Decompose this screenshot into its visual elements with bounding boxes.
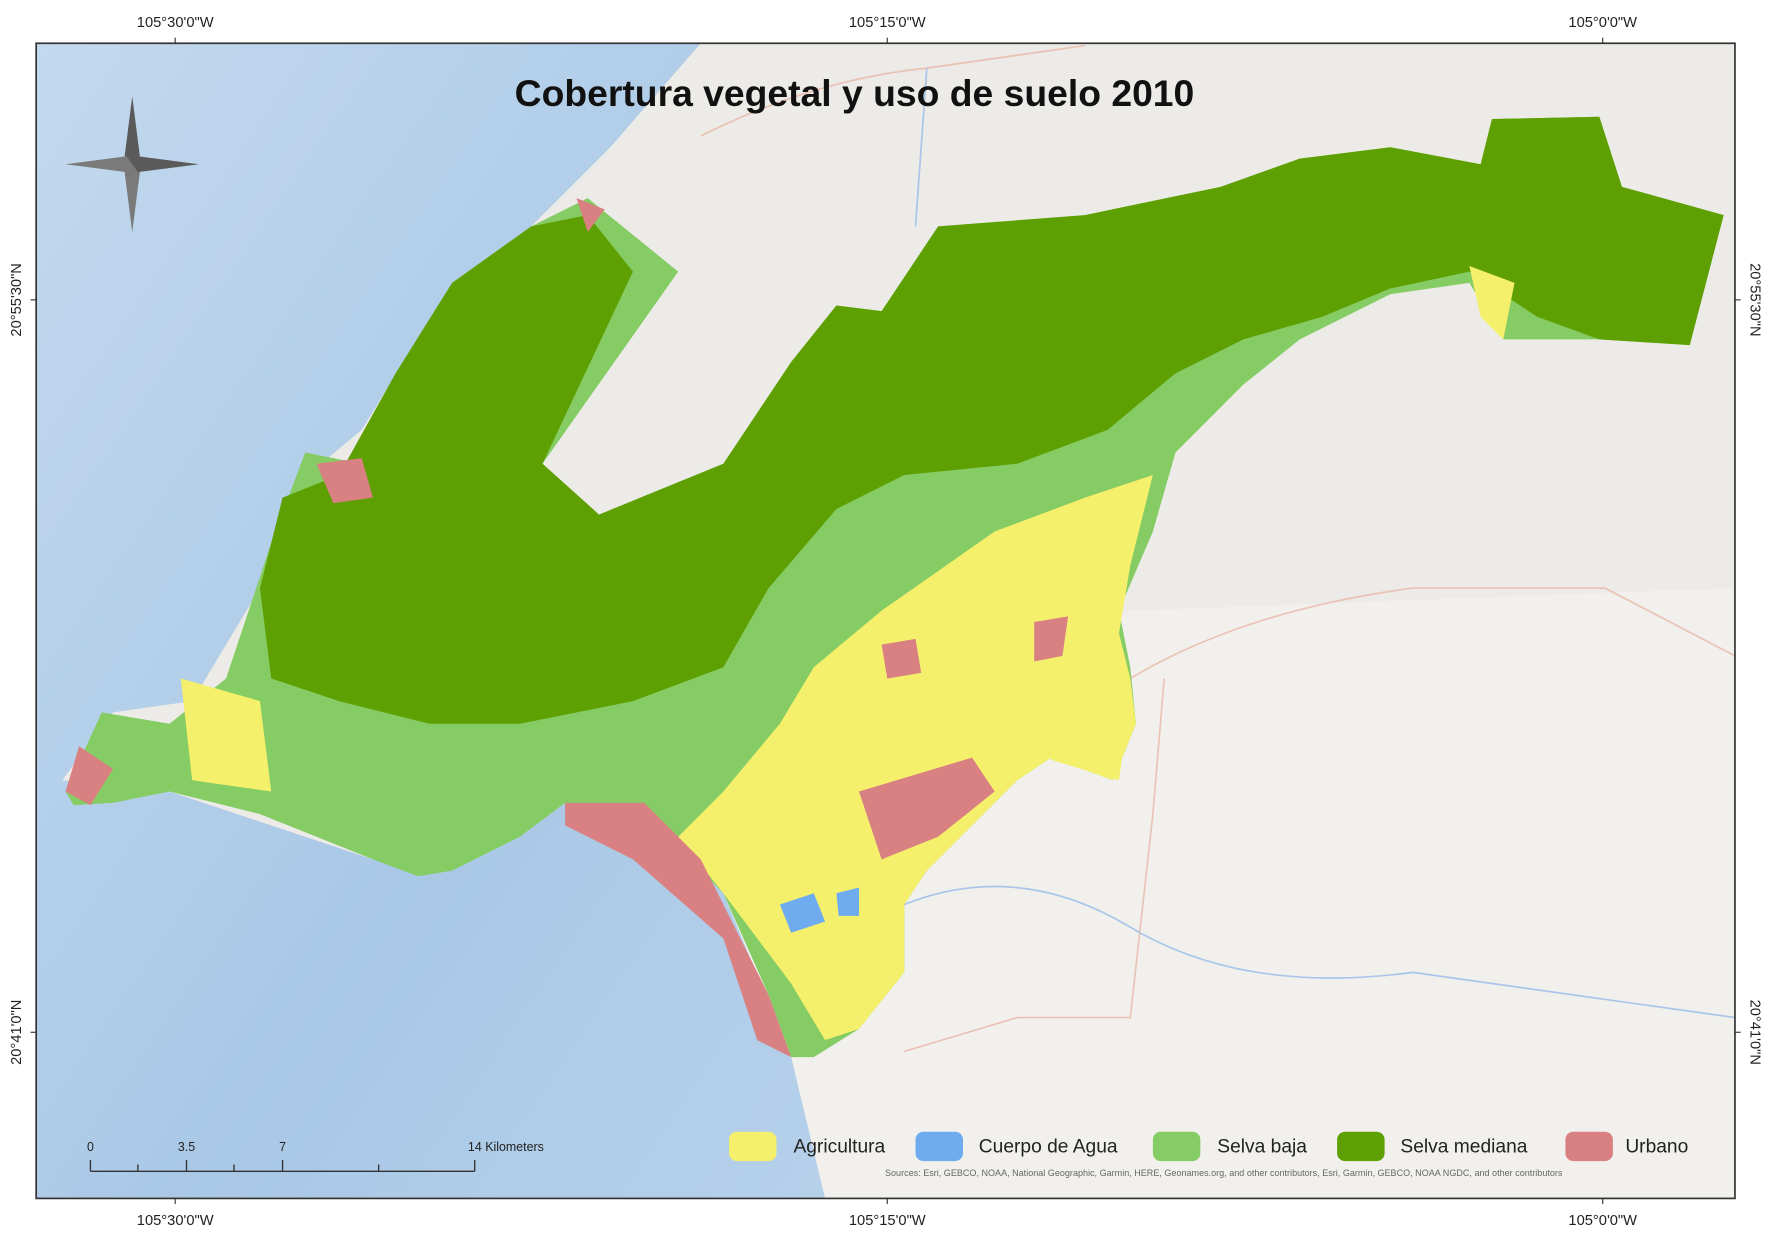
sources: Sources: Esri, GEBCO, NOAA, National Geo… (885, 1167, 1563, 1179)
legend-swatch (1337, 1131, 1385, 1162)
scale-label: 14 Kilometers (468, 1140, 544, 1154)
scale-bar (89, 1159, 476, 1172)
agricultura-area (678, 475, 1153, 1041)
coord-label: 105°15'0"W (849, 1213, 926, 1229)
legend-swatch (1565, 1131, 1613, 1162)
urbano-patch (65, 746, 114, 806)
agricultura-patch (1051, 678, 1131, 781)
coord-label: 105°15'0"W (849, 15, 926, 31)
coord-label: 105°0'0"W (1568, 1213, 1637, 1229)
agricultura-patch (1469, 265, 1515, 340)
urbano-patch (881, 638, 922, 679)
sea (36, 43, 826, 1199)
coord-label: 20°41'0"N (1746, 1000, 1762, 1065)
urbano-patch (316, 458, 373, 504)
north-arrow (65, 96, 199, 233)
scale-label: 0 (87, 1140, 94, 1154)
urbano-patch (576, 198, 605, 233)
coord-label: 105°30'0"W (137, 1213, 214, 1229)
selva-mediana-area (259, 116, 1724, 724)
sources-box: Sources: Esri, GEBCO, NOAA, National Geo… (885, 1167, 1563, 1179)
map-title: Cobertura vegetal y uso de suelo 2010 (515, 72, 1195, 114)
scale-label: 3.5 (178, 1140, 195, 1154)
scale-label: 7 (279, 1140, 286, 1154)
coord-label: 20°55'30"N (9, 263, 25, 337)
legend: Agricultura Cuerpo de Agua Selva baja Selva… (729, 1131, 1688, 1162)
agricultura-patch (180, 678, 272, 792)
legend-label: Cuerpo de Agua (979, 1137, 1118, 1158)
rivers (903, 68, 1736, 1019)
urbano-patch (565, 802, 792, 1058)
coord-label: 105°0'0"W (1568, 15, 1637, 31)
legend-label: Urbano (1625, 1137, 1688, 1158)
agua-patch (836, 887, 860, 916)
legend-swatch (915, 1131, 963, 1162)
roads (700, 44, 1736, 1053)
legend-label: Agricultura (793, 1137, 885, 1158)
graticule-ticks (30, 37, 1741, 1205)
legend-label: Selva baja (1217, 1137, 1307, 1158)
coord-label: 20°41'0"N (9, 1000, 25, 1065)
agua-patch (779, 893, 826, 933)
map-frame (35, 42, 1736, 1200)
legend-swatch (729, 1131, 777, 1162)
coord-label: 105°30'0"W (137, 15, 214, 31)
legend-swatch (1152, 1131, 1201, 1162)
coord-label: 20°55'30"N (1746, 263, 1762, 337)
urbano-patch (1034, 616, 1069, 662)
legend-label: Selva mediana (1400, 1137, 1527, 1158)
urbano-patch (859, 757, 995, 860)
